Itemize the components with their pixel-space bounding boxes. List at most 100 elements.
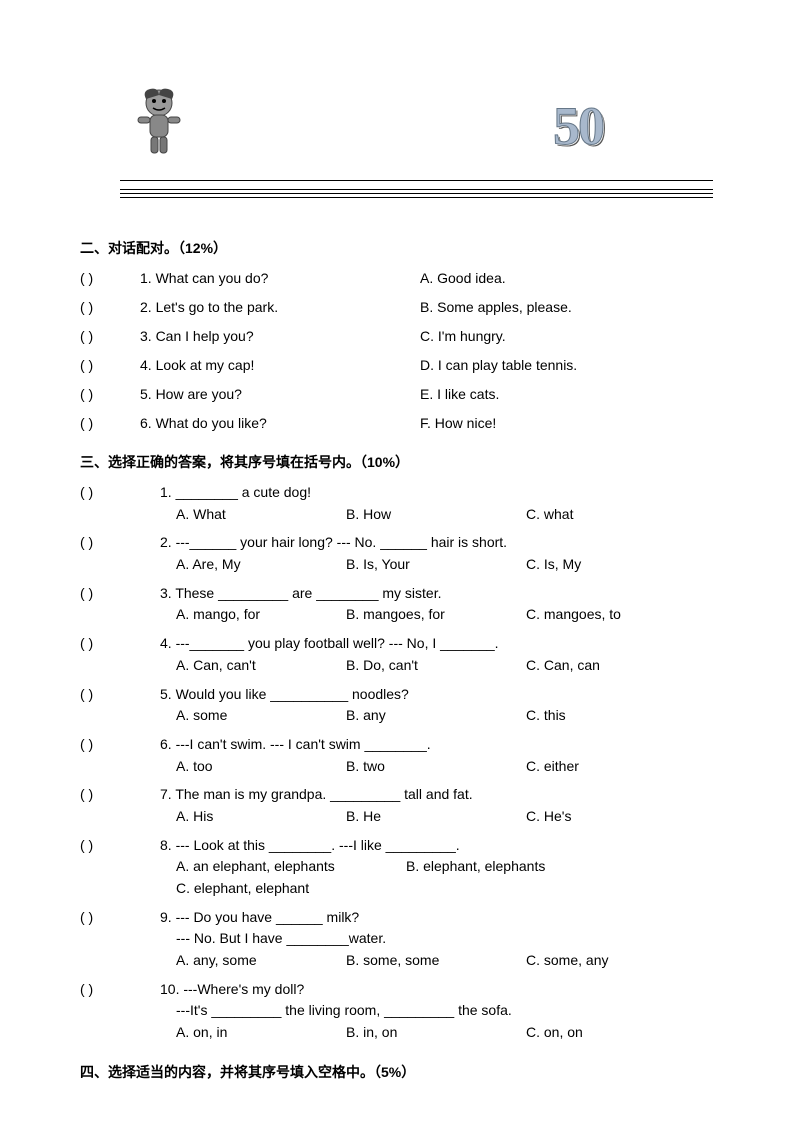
option-a: A. His <box>176 806 346 828</box>
question-stem: 1. ________ a cute dog! <box>160 482 713 504</box>
question-subline: --- No. But I have ________water. <box>176 928 713 950</box>
option-a: A. mango, for <box>176 604 346 626</box>
option-c: C. some, any <box>526 950 713 972</box>
answer-paren[interactable]: ( ) <box>80 979 160 1001</box>
matching-row: ( )1. What can you do?A. Good idea. <box>80 268 713 289</box>
question-item: ( )2. ---______ your hair long? --- No. … <box>80 532 713 575</box>
option-b: B. any <box>346 705 526 727</box>
matching-row: ( )2. Let's go to the park.B. Some apple… <box>80 297 713 318</box>
answer-paren[interactable]: ( ) <box>80 532 160 554</box>
question-stem: 5. Would you like __________ noodles? <box>160 684 713 706</box>
option-row: A. any, someB. some, someC. some, any <box>176 950 713 972</box>
option-b: B. Is, Your <box>346 554 526 576</box>
match-prompt: 4. Look at my cap! <box>140 355 420 376</box>
answer-paren[interactable]: ( ) <box>80 297 140 318</box>
question-stem: 4. ---_______ you play football well? --… <box>160 633 713 655</box>
option-row: A. someB. anyC. this <box>176 705 713 727</box>
answer-paren[interactable]: ( ) <box>80 355 140 376</box>
matching-row: ( )4. Look at my cap!D. I can play table… <box>80 355 713 376</box>
option-c: C. Is, My <box>526 554 713 576</box>
matching-row: ( )3. Can I help you?C. I'm hungry. <box>80 326 713 347</box>
answer-paren[interactable]: ( ) <box>80 734 160 756</box>
question-item: ( )5. Would you like __________ noodles?… <box>80 684 713 727</box>
section-3-body: ( )1. ________ a cute dog!A. WhatB. HowC… <box>80 482 713 1044</box>
question-stem: 9. --- Do you have ______ milk? <box>160 907 713 929</box>
question-item: ( )4. ---_______ you play football well?… <box>80 633 713 676</box>
option-c: C. on, on <box>526 1022 713 1044</box>
question-stem: 8. --- Look at this ________. ---I like … <box>160 835 713 857</box>
answer-paren[interactable]: ( ) <box>80 835 160 857</box>
option-a: A. Are, My <box>176 554 346 576</box>
question-item: ( )8. --- Look at this ________. ---I li… <box>80 835 713 900</box>
match-prompt: 5. How are you? <box>140 384 420 405</box>
question-item: ( )3. These _________ are ________ my si… <box>80 583 713 626</box>
option-b: B. elephant, elephants <box>406 858 545 874</box>
question-item: ( )10. ---Where's my doll?---It's ______… <box>80 979 713 1044</box>
match-prompt: 2. Let's go to the park. <box>140 297 420 318</box>
answer-paren[interactable]: ( ) <box>80 583 160 605</box>
option-a: A. any, some <box>176 950 346 972</box>
mascot-icon <box>130 85 188 160</box>
answer-paren[interactable]: ( ) <box>80 326 140 347</box>
page-number-large: 50 <box>553 95 603 157</box>
section-2-title: 二、对话配对。（12%） <box>80 238 713 258</box>
answer-paren[interactable]: ( ) <box>80 633 160 655</box>
option-a: A. on, in <box>176 1022 346 1044</box>
header-rules <box>120 180 713 198</box>
option-row: A. HisB. HeC. He's <box>176 806 713 828</box>
matching-row: ( )6. What do you like?F. How nice! <box>80 413 713 434</box>
match-answer: F. How nice! <box>420 413 713 434</box>
match-answer: A. Good idea. <box>420 268 713 289</box>
option-c: C. this <box>526 705 713 727</box>
section-4-title: 四、选择适当的内容，并将其序号填入空格中。（5%） <box>80 1062 713 1082</box>
question-stem: 6. ---I can't swim. --- I can't swim ___… <box>160 734 713 756</box>
match-answer: B. Some apples, please. <box>420 297 713 318</box>
answer-paren[interactable]: ( ) <box>80 784 160 806</box>
answer-paren[interactable]: ( ) <box>80 907 160 929</box>
question-item: ( )1. ________ a cute dog!A. WhatB. HowC… <box>80 482 713 525</box>
question-item: ( )9. --- Do you have ______ milk?--- No… <box>80 907 713 972</box>
option-a: A. too <box>176 756 346 778</box>
option-a: A. an elephant, elephants <box>176 856 406 878</box>
answer-paren[interactable]: ( ) <box>80 413 140 434</box>
option-c: C. elephant, elephant <box>176 880 309 896</box>
option-c: C. what <box>526 504 713 526</box>
option-row: C. elephant, elephant <box>176 878 713 900</box>
option-c: C. Can, can <box>526 655 713 677</box>
option-b: B. He <box>346 806 526 828</box>
option-b: B. some, some <box>346 950 526 972</box>
option-c: C. either <box>526 756 713 778</box>
option-b: B. in, on <box>346 1022 526 1044</box>
header-area: 50 <box>80 90 713 220</box>
option-c: C. mangoes, to <box>526 604 713 626</box>
option-b: B. mangoes, for <box>346 604 526 626</box>
answer-paren[interactable]: ( ) <box>80 384 140 405</box>
option-b: B. two <box>346 756 526 778</box>
question-item: ( )6. ---I can't swim. --- I can't swim … <box>80 734 713 777</box>
answer-paren[interactable]: ( ) <box>80 268 140 289</box>
question-stem: 7. The man is my grandpa. _________ tall… <box>160 784 713 806</box>
option-a: A. What <box>176 504 346 526</box>
answer-paren[interactable]: ( ) <box>80 482 160 504</box>
option-b: B. How <box>346 504 526 526</box>
question-item: ( )7. The man is my grandpa. _________ t… <box>80 784 713 827</box>
option-row: A. mango, forB. mangoes, forC. mangoes, … <box>176 604 713 626</box>
option-c: C. He's <box>526 806 713 828</box>
question-subline: ---It's _________ the living room, _____… <box>176 1000 713 1022</box>
matching-row: ( )5. How are you?E. I like cats. <box>80 384 713 405</box>
match-answer: D. I can play table tennis. <box>420 355 713 376</box>
option-row: A. tooB. twoC. either <box>176 756 713 778</box>
answer-paren[interactable]: ( ) <box>80 684 160 706</box>
option-row: A. Can, can'tB. Do, can'tC. Can, can <box>176 655 713 677</box>
match-prompt: 6. What do you like? <box>140 413 420 434</box>
question-stem: 3. These _________ are ________ my siste… <box>160 583 713 605</box>
option-a: A. Can, can't <box>176 655 346 677</box>
section-2-body: ( )1. What can you do?A. Good idea.( )2.… <box>80 268 713 434</box>
match-prompt: 1. What can you do? <box>140 268 420 289</box>
option-row: A. an elephant, elephantsB. elephant, el… <box>176 856 713 878</box>
option-b: B. Do, can't <box>346 655 526 677</box>
match-answer: C. I'm hungry. <box>420 326 713 347</box>
match-prompt: 3. Can I help you? <box>140 326 420 347</box>
option-a: A. some <box>176 705 346 727</box>
option-row: A. on, inB. in, onC. on, on <box>176 1022 713 1044</box>
